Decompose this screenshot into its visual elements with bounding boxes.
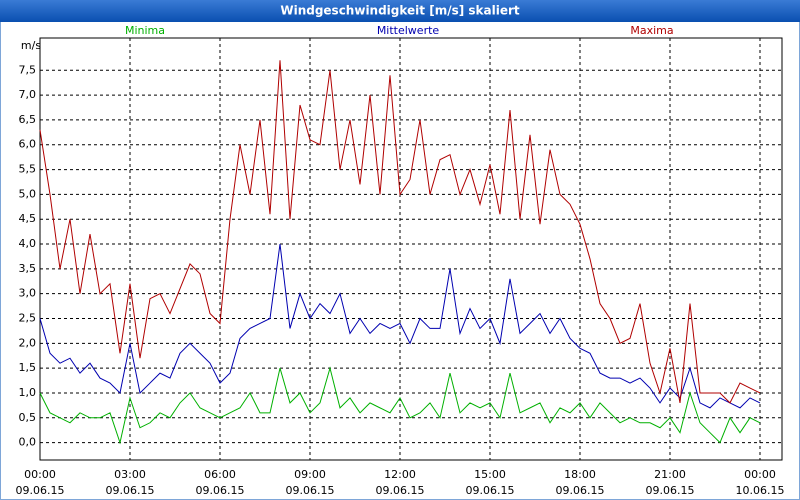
x-tick-date: 09.06.15	[286, 484, 335, 497]
x-tick-label: 06:00	[204, 468, 236, 481]
x-tick-date: 09.06.15	[16, 484, 65, 497]
y-tick-label: 3,0	[19, 287, 37, 300]
x-tick-date: 10.06.15	[736, 484, 785, 497]
legend-entry: Mittelwerte	[377, 24, 440, 37]
legend-entry: Maxima	[630, 24, 673, 37]
y-tick-label: 1,5	[19, 361, 37, 374]
series-line	[39, 243, 761, 409]
y-tick-label: 3,5	[19, 262, 37, 275]
y-tick-label: 2,5	[19, 312, 37, 325]
y-tick-label: 4,0	[19, 237, 37, 250]
y-tick-label: 0,0	[19, 436, 37, 449]
y-tick-label: 7,5	[19, 63, 37, 76]
x-tick-date: 09.06.15	[196, 484, 245, 497]
x-tick-label: 03:00	[114, 468, 146, 481]
x-tick-label: 15:00	[474, 468, 506, 481]
legend-entry: Minima	[125, 24, 165, 37]
y-tick-label: 7,0	[19, 88, 37, 101]
chart-title: Windgeschwindigkeit [m/s] skaliert	[280, 4, 520, 18]
y-tick-label: 5,0	[19, 187, 37, 200]
y-tick-label: 6,0	[19, 138, 37, 151]
y-tick-label: 5,5	[19, 163, 37, 176]
y-tick-label: 2,0	[19, 336, 37, 349]
x-tick-label: 21:00	[654, 468, 686, 481]
series-line	[39, 366, 761, 445]
x-tick-date: 09.06.15	[646, 484, 695, 497]
series-line	[39, 60, 761, 404]
x-tick-date: 09.06.15	[556, 484, 605, 497]
x-tick-label: 12:00	[384, 468, 416, 481]
x-tick-date: 09.06.15	[376, 484, 425, 497]
y-tick-label: 1,0	[19, 386, 37, 399]
title-bar	[0, 0, 800, 22]
y-tick-label: 0,5	[19, 411, 37, 424]
y-axis-label: m/s	[21, 39, 41, 52]
x-tick-label: 00:00	[24, 468, 56, 481]
x-tick-label: 00:00	[744, 468, 776, 481]
y-tick-label: 4,5	[19, 212, 37, 225]
x-tick-label: 09:00	[294, 468, 326, 481]
y-tick-label: 6,5	[19, 113, 37, 126]
x-tick-date: 09.06.15	[466, 484, 515, 497]
x-tick-label: 18:00	[564, 468, 596, 481]
x-tick-date: 09.06.15	[106, 484, 155, 497]
plot-frame	[39, 37, 783, 461]
